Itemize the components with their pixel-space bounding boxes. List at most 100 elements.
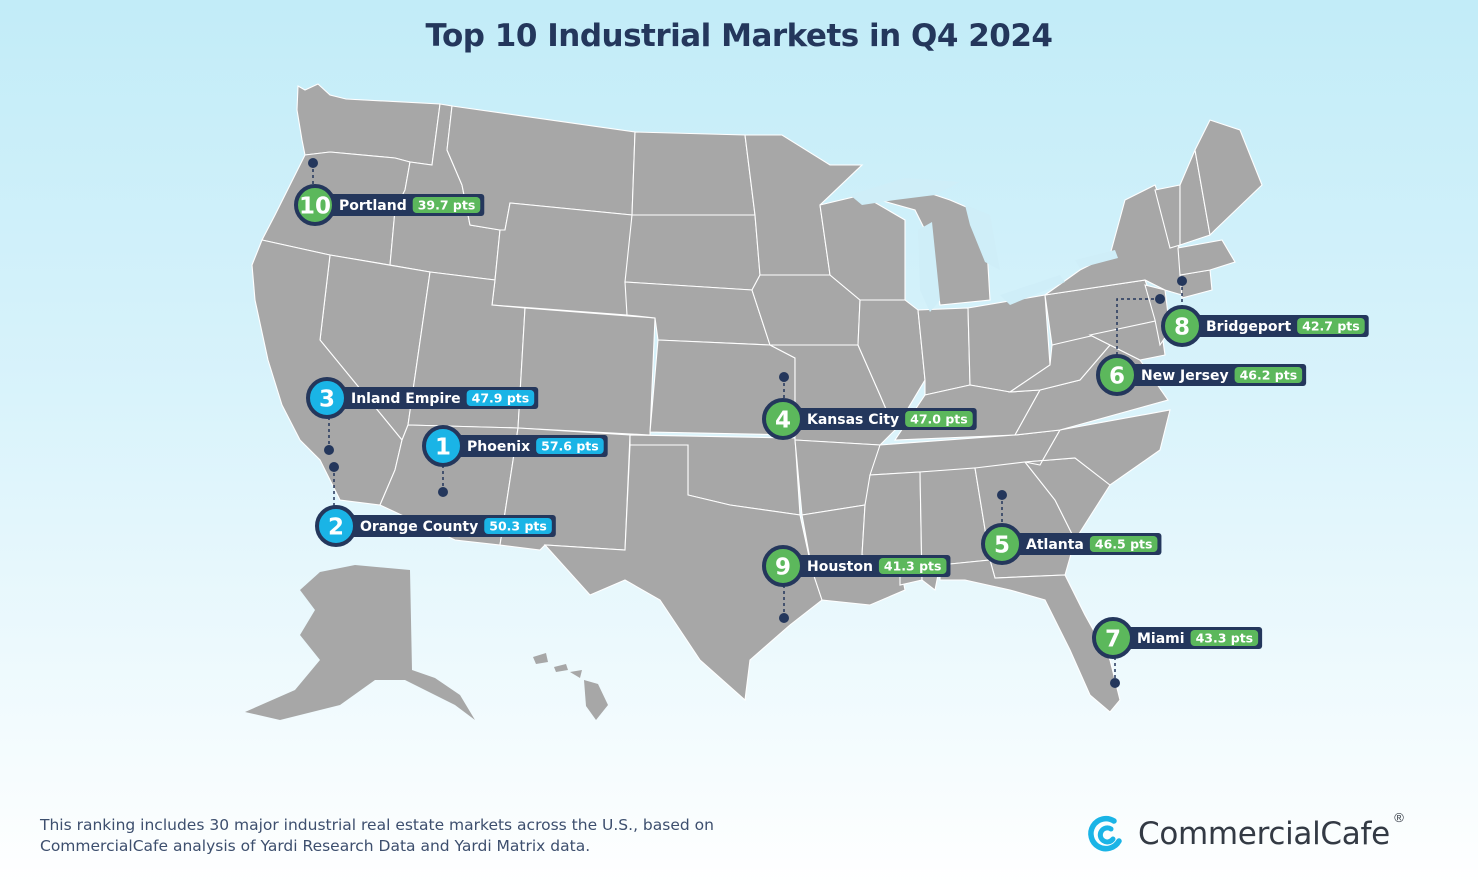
market-city: New Jersey	[1141, 368, 1229, 384]
market-city: Phoenix	[467, 439, 530, 455]
state-illinois[interactable]	[857, 299, 926, 432]
location-dot	[997, 490, 1007, 500]
lake-huron	[965, 205, 1000, 270]
state-indiana[interactable]	[917, 307, 971, 396]
commercialcafe-logo-icon	[1088, 815, 1122, 852]
market-marker-orange-county[interactable]: Orange County 50.3 pts 2	[315, 462, 556, 547]
points-badge	[484, 518, 552, 534]
state-wyoming[interactable]	[491, 202, 633, 316]
market-city: Portland	[339, 198, 407, 214]
hawaii-island-big	[584, 680, 608, 720]
points-badge	[466, 390, 535, 406]
rank-number: 6	[1109, 364, 1125, 390]
state-north-dakota[interactable]	[631, 131, 756, 216]
rank-badge	[762, 398, 804, 440]
points-badge	[878, 558, 947, 574]
state-texas[interactable]	[543, 444, 823, 702]
hawaii-island-1	[533, 653, 548, 664]
rank-badge	[1161, 305, 1203, 347]
market-city: Bridgeport	[1206, 319, 1291, 335]
location-dot	[324, 445, 334, 455]
market-city: Miami	[1137, 631, 1185, 647]
market-marker-phoenix[interactable]: Phoenix 57.6 pts 1	[422, 425, 608, 497]
market-points: 50.3 pts	[489, 519, 547, 534]
great-lakes	[850, 178, 1118, 312]
market-points: 39.7 pts	[418, 198, 476, 213]
market-city: Inland Empire	[351, 391, 461, 407]
market-markers: Phoenix 57.6 pts 1 Orange County 50.3 pts 2 In…	[294, 158, 1369, 688]
rank-badge	[981, 523, 1023, 565]
rank-badge	[762, 545, 804, 587]
rank-number: 3	[319, 387, 335, 413]
rank-badge	[1096, 354, 1138, 396]
location-dot	[779, 372, 789, 382]
state-south-dakota[interactable]	[624, 214, 761, 291]
market-marker-kansas-city[interactable]: Kansas City 47.0 pts 4	[762, 372, 977, 440]
location-dot	[1155, 294, 1165, 304]
lake-ontario	[1075, 250, 1118, 268]
hawaii-island-3	[570, 670, 582, 678]
lake-erie	[1000, 275, 1065, 305]
state-alaska[interactable]	[245, 565, 475, 720]
state-colorado[interactable]	[517, 307, 656, 436]
footnote-line-2: CommercialCafe analysis of Yardi Researc…	[40, 837, 591, 855]
state-maryland[interactable]	[1088, 319, 1166, 361]
rank-number: 8	[1174, 315, 1190, 341]
market-points: 46.5 pts	[1095, 537, 1153, 552]
rank-badge	[315, 505, 357, 547]
market-marker-bridgeport[interactable]: Bridgeport 42.7 pts 8	[1161, 276, 1369, 347]
rank-badge	[422, 425, 464, 467]
location-dot	[1177, 276, 1187, 286]
alaska	[245, 565, 475, 720]
rank-badge	[294, 184, 336, 226]
market-marker-miami[interactable]: Miami 43.3 pts 7	[1092, 617, 1263, 688]
points-badge	[412, 197, 481, 213]
market-points: 41.3 pts	[884, 559, 942, 574]
market-city: Orange County	[360, 519, 478, 535]
market-points: 47.0 pts	[910, 412, 968, 427]
rank-badge	[1092, 617, 1134, 659]
rank-badge	[306, 377, 348, 419]
footnote-line-1: This ranking includes 30 major industria…	[40, 816, 714, 834]
brand-name: CommercialCafe	[1138, 816, 1390, 852]
location-dot	[438, 487, 448, 497]
market-marker-atlanta[interactable]: Atlanta 46.5 pts 5	[981, 490, 1162, 565]
points-badge	[536, 438, 604, 454]
points-badge	[1089, 536, 1158, 552]
us-states	[251, 83, 1263, 713]
points-badge	[1190, 630, 1259, 646]
leader-line	[1116, 298, 1160, 356]
market-city: Houston	[807, 559, 873, 575]
location-dot	[1110, 678, 1120, 688]
rank-number: 10	[299, 194, 331, 220]
state-maine[interactable]	[1194, 119, 1263, 237]
market-points: 57.6 pts	[541, 439, 599, 454]
hawaii	[533, 653, 608, 720]
state-florida[interactable]	[939, 559, 1121, 713]
rank-number: 4	[775, 408, 791, 434]
rank-number: 9	[775, 555, 791, 581]
market-points: 43.3 pts	[1196, 631, 1254, 646]
rank-number: 7	[1105, 627, 1121, 653]
market-city: Kansas City	[807, 412, 899, 428]
state-massachusetts[interactable]	[1177, 239, 1236, 276]
location-dot	[329, 462, 339, 472]
points-badge	[905, 411, 973, 427]
brand-logo[interactable]: CommercialCafe ®	[1086, 810, 1404, 856]
location-dot	[308, 158, 318, 168]
points-badge	[1297, 318, 1365, 334]
state-north-carolina[interactable]	[1024, 409, 1171, 486]
location-dot	[779, 613, 789, 623]
market-marker-new-jersey[interactable]: New Jersey 46.2 pts 6	[1096, 294, 1307, 396]
lake-superior	[850, 178, 960, 205]
market-marker-houston[interactable]: Houston 41.3 pts 9	[762, 545, 951, 623]
points-badge	[1234, 367, 1303, 383]
market-points: 42.7 pts	[1302, 319, 1360, 334]
state-california[interactable]	[251, 239, 403, 506]
market-marker-inland-empire[interactable]: Inland Empire 47.9 pts 3	[306, 377, 539, 455]
rank-number: 1	[435, 435, 451, 461]
hawaii-island-2	[554, 664, 568, 672]
rank-number: 5	[994, 533, 1010, 559]
market-marker-portland[interactable]: Portland 39.7 pts 10	[294, 158, 485, 226]
